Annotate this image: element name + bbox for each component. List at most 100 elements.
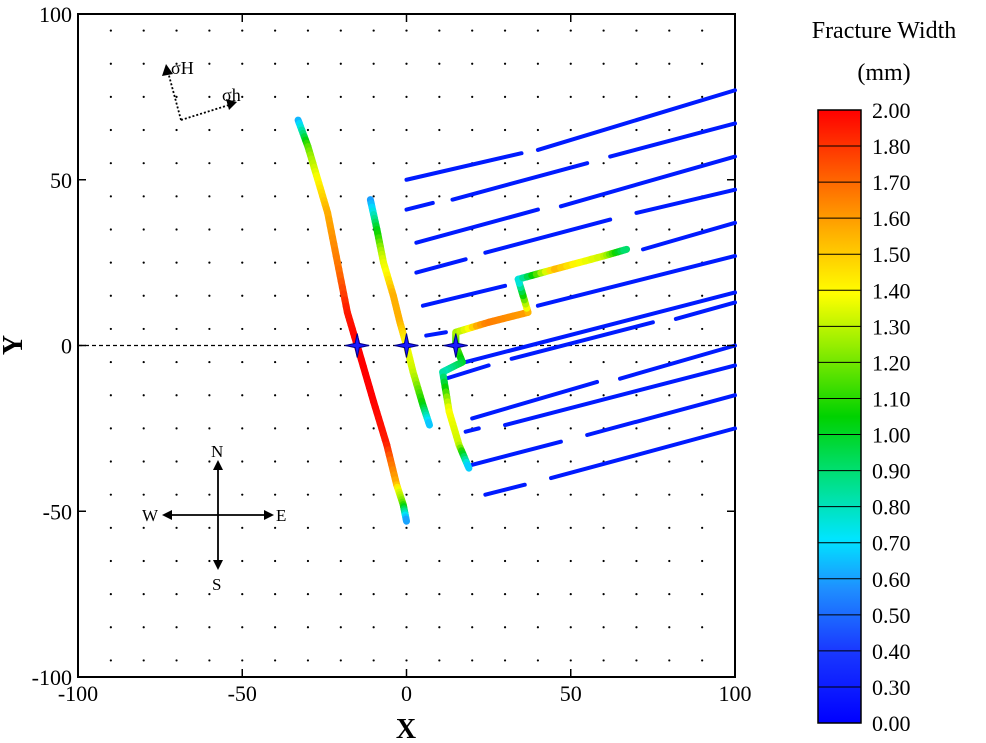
colorbar-tick-label: 0.90 [872,459,911,484]
grid-dot [339,427,342,430]
grid-dot [142,394,145,397]
grid-dot [471,460,474,463]
x-axis-title: X [396,714,416,743]
grid-dot [438,659,441,662]
grid-dot [306,29,310,32]
grid-dot [635,162,638,165]
y-tick-label: -50 [43,499,72,524]
x-tick-label: 50 [560,681,582,706]
grid-dot [536,593,540,596]
grid-dot [274,394,277,397]
grid-dot [569,95,572,98]
grid-dot [372,427,375,430]
sigma-H-arrowhead [162,64,173,76]
grid-dot [208,128,211,132]
grid-dot [503,162,507,165]
y-tick-label: -100 [32,665,72,690]
colorbar: Fracture Width (mm) 2.00 1.80 1.70 1.60 1.50… [812,18,957,736]
grid-dot [339,360,342,364]
colorbar-tick-label: 2.00 [872,98,911,123]
grid-dot [438,427,441,430]
grid-dot [208,62,211,65]
natural-fracture [414,257,468,275]
grid-dot [405,493,408,496]
grid-dot [405,526,408,529]
colorbar-title-line2: (mm) [857,60,910,86]
grid-dot [274,493,277,496]
natural-fracture [558,154,737,209]
grid-dot [306,593,310,596]
grid-dot [438,228,441,231]
colorbar-tick-label: 0.50 [872,603,911,628]
grid-dot [701,659,704,662]
x-tick-label: -50 [228,681,257,706]
perforation-star [443,333,468,358]
grid-dot [701,29,704,32]
grid-dot [536,228,540,231]
compass-west-arrowhead [162,510,172,520]
grid-dot [503,493,507,496]
x-axis-ticks: -100 -50 0 50 100 [58,14,752,706]
grid-dot [602,394,605,397]
grid-dot [372,327,375,331]
grid-dot [602,294,605,297]
natural-fracture [404,200,435,212]
grid-dot [503,29,507,32]
grid-dot [175,294,178,297]
natural-fracture [483,217,613,255]
grid-dot [503,128,507,132]
grid-dot [503,261,507,264]
grid-dot [142,559,145,563]
x-tick-label: 100 [719,681,752,706]
grid-dot [668,294,671,297]
grid-dot [701,593,704,596]
grid-dot [208,228,211,231]
grid-dot [306,128,310,132]
grid-dot [701,327,704,331]
grid-dot [635,228,638,231]
grid-dot [668,228,671,231]
grid-dot [536,427,540,430]
grid-dot [701,460,704,463]
compass-east-arrowhead [264,510,274,520]
grid-dot [471,659,474,662]
grid-dot [438,526,441,529]
grid-dot [668,626,671,629]
grid-dot [274,460,277,463]
colorbar-tick-label: 0.60 [872,567,911,592]
grid-dot [405,62,408,65]
perforation-star [345,333,370,358]
grid-dot [536,29,540,32]
grid-dot [503,626,507,629]
grid-dot [208,394,211,397]
grid-dot [306,360,310,364]
grid-dot [109,559,112,563]
grid-dot [274,526,277,529]
grid-dot [668,493,671,496]
grid-dot [142,195,145,198]
grid-dot [536,460,540,463]
sigma-H-label: σH [171,58,194,78]
grid-dot [241,29,244,32]
grid-dot [208,327,211,331]
grid-dot [339,228,342,231]
hydraulic-fracture-1 [294,116,410,525]
grid-dot [109,360,112,364]
natural-fracture [509,320,655,361]
grid-dot [471,626,474,629]
grid-dot [142,62,145,65]
grid-dot [405,593,408,596]
colorbar-tick-label: 1.20 [872,350,911,375]
grid-dot [142,593,145,596]
grid-dot [208,559,211,563]
grid-dot [372,626,375,629]
grid-dot [405,427,408,430]
natural-fracture [450,161,590,202]
grid-dot [274,261,277,264]
grid-dot [274,195,277,198]
colorbar-tick-label: 0.40 [872,639,911,664]
grid-dot [602,162,605,165]
compass-east-label: E [276,506,286,525]
grid-dot [306,427,310,430]
grid-dot [438,626,441,629]
